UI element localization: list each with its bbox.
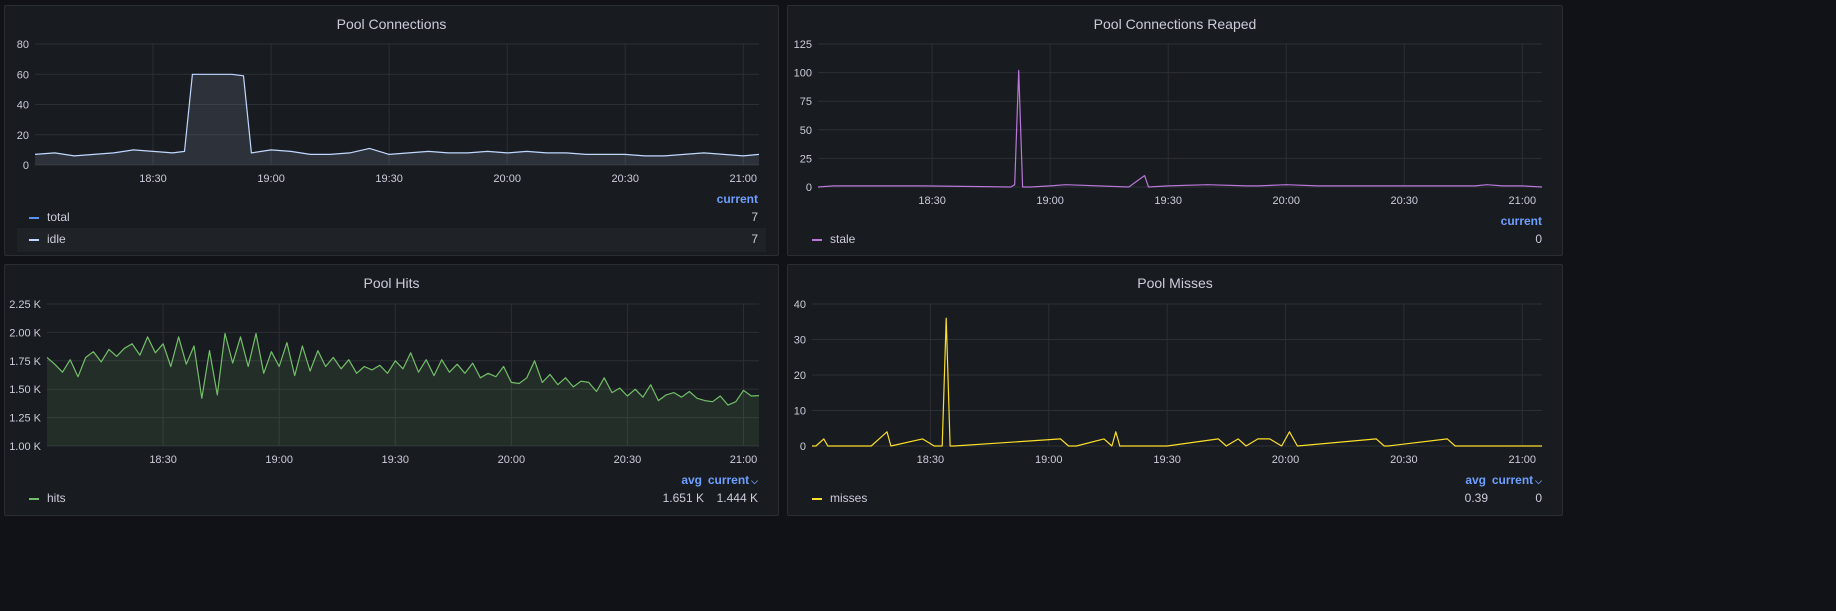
x-tick-label: 21:00 <box>730 454 758 466</box>
y-tick-label: 1.50 K <box>9 384 41 396</box>
panel-title[interactable]: Pool Hits <box>363 275 420 291</box>
chart-pool-misses[interactable]: 0 10 20 30 40 18:30 19:00 19:30 20:00 20:30 21:00 <box>788 265 1564 470</box>
y-tick-label: 75 <box>800 96 812 108</box>
series-line-idle[interactable] <box>34 73 760 157</box>
legend-swatch-misses <box>812 498 822 500</box>
y-tick-label: 40 <box>794 299 806 311</box>
series-area-idle <box>35 74 759 165</box>
y-tick-label: 80 <box>17 39 29 51</box>
legend-label: stale <box>830 232 856 246</box>
legend-swatch-idle <box>29 239 39 241</box>
x-tick-label: 18:30 <box>139 173 167 185</box>
panel-title[interactable]: Pool Connections Reaped <box>1093 16 1257 32</box>
series-line-hits[interactable] <box>46 332 760 406</box>
legend-value-current: 0 <box>1535 232 1542 246</box>
y-tick-label: 0 <box>806 182 812 194</box>
chart-pool-connections-reaped[interactable]: 0 25 50 75 100 125 18:30 19:00 19:30 20:00 20:30 21… <box>788 6 1564 211</box>
x-tick-label: 18:30 <box>918 195 946 207</box>
y-tick-label: 40 <box>17 100 29 112</box>
panel-title[interactable]: Pool Misses <box>1137 275 1213 291</box>
panel-pool-connections-reaped[interactable]: Pool Connections Reaped 0 25 50 75 100 125 18:… <box>787 5 1563 256</box>
chevron-down-icon: ⌵ <box>751 476 758 486</box>
panel-title[interactable]: Pool Connections <box>336 16 447 32</box>
x-tick-label: 19:30 <box>381 454 409 466</box>
x-tick-label: 20:00 <box>1272 454 1300 466</box>
legend-value-current: 0 <box>1535 491 1542 505</box>
legend-value-current: 7 <box>751 210 758 224</box>
legend-swatch-total <box>29 217 39 219</box>
x-tick-label: 19:30 <box>375 173 403 185</box>
legend-value-avg: 0.39 <box>1464 491 1488 505</box>
legend-label: hits <box>47 491 66 505</box>
y-tick-label: 100 <box>794 68 812 80</box>
legend-value-avg: 1.651 K <box>662 491 704 505</box>
x-tick-label: 18:30 <box>917 454 945 466</box>
y-tick-label: 20 <box>17 130 29 142</box>
x-tick-label: 19:30 <box>1153 454 1181 466</box>
x-tick-label: 20:30 <box>1391 195 1419 207</box>
y-tick-label: 1.00 K <box>9 441 41 453</box>
y-tick-label: 2.00 K <box>9 327 41 339</box>
x-tick-label: 20:00 <box>498 454 526 466</box>
series-line-stale[interactable] <box>817 69 1543 188</box>
x-tick-label: 20:00 <box>493 173 521 185</box>
x-tick-label: 21:00 <box>1509 454 1537 466</box>
y-tick-label: 2.25 K <box>9 299 41 311</box>
y-tick-label: 1.75 K <box>9 356 41 368</box>
x-tick-label: 20:30 <box>611 173 639 185</box>
legend-item-idle[interactable]: idle 7 <box>17 228 766 252</box>
chart-pool-connections[interactable]: 0 20 40 60 80 18:30 19:00 19:30 20:00 20:30 21:00 <box>5 6 780 206</box>
y-tick-label: 125 <box>794 39 812 51</box>
x-tick-label: 19:00 <box>265 454 293 466</box>
legend-label: misses <box>830 491 868 505</box>
legend-header-current[interactable]: current ⌵ <box>708 473 758 487</box>
legend-header-current[interactable]: current <box>716 192 758 206</box>
legend-header-avg[interactable]: avg <box>1465 473 1486 487</box>
panel-pool-connections[interactable]: Pool Connections 0 20 40 60 80 18:30 19:00 19:3… <box>4 5 779 256</box>
legend-item-total[interactable]: total 7 <box>17 206 766 230</box>
x-tick-label: 19:00 <box>257 173 285 185</box>
legend-value-current: 1.444 K <box>716 491 758 505</box>
legend-item-stale[interactable]: stale 0 <box>800 228 1550 252</box>
legend-item-hits[interactable]: hits 1.651 K 1.444 K <box>17 487 766 511</box>
x-tick-label: 19:30 <box>1154 195 1182 207</box>
x-tick-label: 20:00 <box>1272 195 1300 207</box>
chevron-down-icon: ⌵ <box>1535 476 1542 486</box>
legend-header-current[interactable]: current <box>1500 214 1542 228</box>
series-area-hits <box>47 333 759 446</box>
x-tick-label: 19:00 <box>1035 454 1063 466</box>
y-tick-label: 25 <box>800 153 812 165</box>
x-tick-label: 21:00 <box>1509 195 1537 207</box>
chart-pool-hits[interactable]: 1.00 K 1.25 K 1.50 K 1.75 K 2.00 K 2.25 K 18:3… <box>5 265 780 470</box>
panel-pool-misses[interactable]: Pool Misses 0 10 20 30 40 18:30 19:00 19:30 20:0… <box>787 264 1563 516</box>
y-tick-label: 30 <box>794 335 806 347</box>
y-tick-label: 1.25 K <box>9 413 41 425</box>
legend-value-current: 7 <box>751 232 758 246</box>
x-tick-label: 20:30 <box>614 454 642 466</box>
x-tick-label: 18:30 <box>149 454 177 466</box>
y-tick-label: 0 <box>800 441 806 453</box>
panel-pool-hits[interactable]: Pool Hits 1.00 K 1.25 K 1.50 K 1.75 K 2.00 K… <box>4 264 779 516</box>
x-tick-label: 20:30 <box>1390 454 1418 466</box>
legend-label: total <box>47 210 70 224</box>
y-tick-label: 60 <box>17 69 29 81</box>
x-tick-label: 19:00 <box>1036 195 1064 207</box>
y-tick-label: 10 <box>794 406 806 418</box>
legend-header-current-label: current <box>707 473 750 487</box>
y-tick-label: 0 <box>23 160 29 172</box>
x-tick-label: 21:00 <box>729 173 757 185</box>
y-tick-label: 20 <box>794 370 806 382</box>
y-tick-label: 50 <box>800 125 812 137</box>
legend-swatch-hits <box>29 498 39 500</box>
legend-header-current[interactable]: current ⌵ <box>1492 473 1542 487</box>
legend-header-avg[interactable]: avg <box>681 473 702 487</box>
legend-header-current-label: current <box>1491 473 1534 487</box>
series-line-misses[interactable] <box>812 317 1542 447</box>
legend-label: idle <box>47 232 66 246</box>
legend-item-misses[interactable]: misses 0.39 0 <box>800 487 1550 511</box>
legend-swatch-stale <box>812 239 822 241</box>
